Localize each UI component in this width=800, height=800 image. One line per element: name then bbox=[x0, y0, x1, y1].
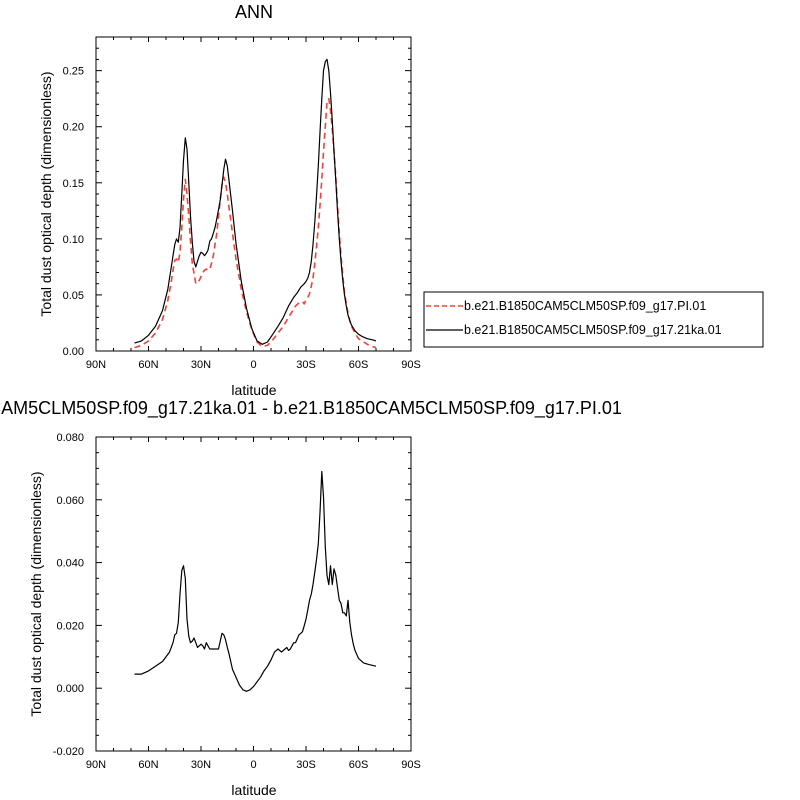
top-series-line-0 bbox=[134, 97, 377, 349]
top-y-tick-label: 0.25 bbox=[63, 66, 84, 78]
top-y-tick-label: 0.15 bbox=[63, 178, 84, 190]
bottom-x-tick-label: 30N bbox=[191, 759, 211, 771]
bottom-y-tick-label: 0.060 bbox=[56, 495, 84, 507]
top-x-tick-label: 30N bbox=[191, 359, 211, 371]
top-series-line-1 bbox=[134, 58, 377, 345]
top-y-tick-label: 0.00 bbox=[63, 346, 84, 358]
bottom-x-axis-label: latitude bbox=[231, 782, 276, 798]
bottom-y-tick-label: 0.040 bbox=[56, 558, 84, 570]
legend-label-21ka: b.e21.B1850CAM5CLM50SP.f09_g17.21ka.01 bbox=[464, 323, 722, 337]
bottom-y-tick-label: 0.020 bbox=[56, 620, 84, 632]
top-y-tick-label: 0.20 bbox=[63, 122, 84, 134]
bottom-x-tick-label: 0 bbox=[250, 759, 256, 771]
bottom-y-tick-label: 0.080 bbox=[56, 432, 84, 444]
top-x-tick-label: 60N bbox=[138, 359, 158, 371]
bottom-x-tick-label: 60S bbox=[349, 759, 369, 771]
bottom-y-tick-label: -0.020 bbox=[53, 746, 84, 758]
top-x-tick-label: 30S bbox=[296, 359, 316, 371]
bottom-series-line-0 bbox=[134, 470, 377, 692]
bottom-x-tick-label: 60N bbox=[138, 759, 158, 771]
top-x-axis-label: latitude bbox=[231, 382, 276, 398]
top-y-axis-label: Total dust optical depth (dimensionless) bbox=[38, 71, 54, 316]
bottom-chart-title: b.e21.B1850CAM5CLM50SP.f09_g17.21ka.01 -… bbox=[0, 398, 622, 419]
bottom-x-tick-label: 90N bbox=[86, 759, 106, 771]
top-x-tick-label: 60S bbox=[349, 359, 369, 371]
top-y-tick-label: 0.05 bbox=[63, 290, 84, 302]
top-x-tick-label: 90S bbox=[401, 359, 421, 371]
top-y-tick-label: 0.10 bbox=[63, 234, 84, 246]
legend: b.e21.B1850CAM5CLM50SP.f09_g17.PI.01 b.e… bbox=[423, 291, 764, 348]
top-chart-title: ANN bbox=[235, 2, 273, 22]
bottom-y-tick-label: 0.000 bbox=[56, 683, 84, 695]
top-x-tick-label: 0 bbox=[250, 359, 256, 371]
top-x-tick-label: 90N bbox=[86, 359, 106, 371]
bottom-plot-frame bbox=[95, 436, 412, 752]
top-plot-frame bbox=[95, 36, 412, 352]
legend-label-pi: b.e21.B1850CAM5CLM50SP.f09_g17.PI.01 bbox=[464, 299, 706, 313]
bottom-y-axis-label: Total dust optical depth (dimensionless) bbox=[28, 471, 44, 716]
legend-box bbox=[423, 291, 764, 348]
bottom-x-tick-label: 90S bbox=[401, 759, 421, 771]
bottom-x-tick-label: 30S bbox=[296, 759, 316, 771]
